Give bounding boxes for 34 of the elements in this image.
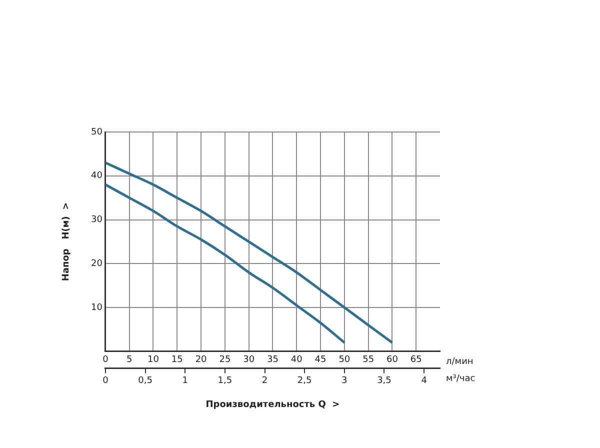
x-tick-label: 5 <box>126 355 132 366</box>
x2-tick-label: 3 <box>342 376 348 386</box>
y-tick-label: 50 <box>91 127 103 138</box>
x2-tick-label: 2,5 <box>297 376 312 386</box>
y-tick-label: 40 <box>91 171 103 182</box>
x-tick-label: 15 <box>171 355 183 366</box>
x-tick-label: 55 <box>362 355 374 366</box>
x2-tick-label: 2 <box>262 376 268 386</box>
x2-tick-label: 3,5 <box>377 376 392 386</box>
x-tick-label: 35 <box>267 355 278 366</box>
x-tick-label: 10 <box>148 355 160 366</box>
x2-tick-label: 1 <box>182 376 188 386</box>
y-tick-label: 10 <box>91 302 103 313</box>
x2-tick-label: 0 <box>102 376 109 386</box>
line-series <box>105 183 346 344</box>
x-tick-label: 30 <box>243 355 255 366</box>
x-tick-label: 20 <box>195 355 208 366</box>
text: м³/час <box>446 374 476 384</box>
line-series <box>105 161 394 344</box>
x-tick-label: 25 <box>219 355 231 366</box>
x2-tick-label: 4 <box>421 376 428 386</box>
x-tick-label: 50 <box>338 355 350 366</box>
x-tick-label: 0 <box>102 355 109 366</box>
y-tick-label: 30 <box>91 215 103 226</box>
y-tick-label: 20 <box>91 258 103 269</box>
y-axis-title: Напор H(м) > <box>61 202 72 282</box>
x-tick-label: 60 <box>386 355 398 366</box>
x-tick-label: 45 <box>314 355 326 366</box>
x2-tick-label: 1,5 <box>218 376 232 386</box>
x2-tick-label: 0,5 <box>138 376 152 386</box>
x-tick-label: 65 <box>410 355 422 366</box>
x-tick-label: 40 <box>290 355 303 366</box>
x-axis-title: л/мин <box>446 357 474 368</box>
x2-axis-title: Производительность Q > <box>206 400 340 410</box>
